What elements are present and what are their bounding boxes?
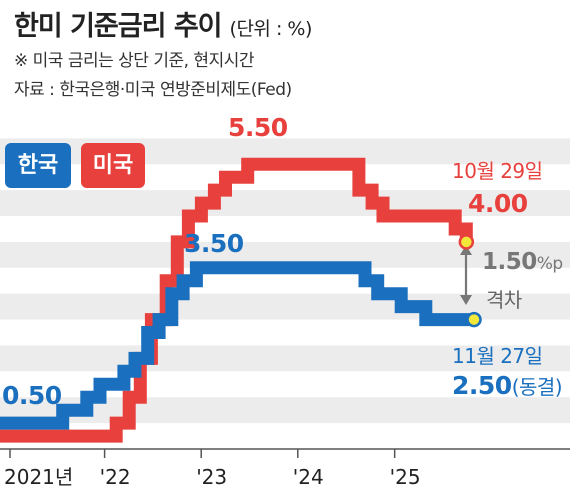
label-korea-latest-value: 2.50 — [452, 371, 512, 400]
legend-us-label: 미국 — [92, 153, 134, 178]
source-note: 자료 : 한국은행·미국 연방준비제도(Fed) — [14, 80, 292, 100]
label-gap-value: 1.50 — [482, 249, 537, 275]
label-us-peak: 5.50 — [228, 113, 288, 142]
gap-indicator — [460, 245, 472, 305]
background-band — [0, 293, 570, 320]
x-tick-label: 2021년 — [4, 465, 73, 489]
label-us-latest-date: 10월 29일 — [452, 159, 543, 183]
x-axis-ticks: 2021년 '22 '23 '24 '25 — [4, 449, 421, 489]
gap-arrow-head-up — [460, 245, 472, 255]
x-tick-label: '23 — [196, 465, 227, 489]
legend-us: 미국 — [81, 143, 145, 188]
unit-label: (단위 : %) — [229, 18, 313, 40]
chart-title-text: 한미 기준금리 추이 — [14, 11, 223, 42]
label-korea-latest: 2.50(동결) — [452, 371, 563, 400]
background-bands — [0, 138, 570, 424]
background-band — [0, 345, 570, 372]
series-line-korea — [0, 261, 474, 430]
label-korea-peak: 3.50 — [184, 229, 244, 258]
x-tick-label: '25 — [390, 465, 421, 489]
x-tick-label: '22 — [100, 465, 131, 489]
label-us-latest-value: 4.00 — [468, 189, 528, 218]
gap-arrow-head-down — [460, 295, 472, 305]
chart-title: 한미 기준금리 추이 (단위 : %) — [14, 4, 312, 43]
label-korea-latest-note: (동결) — [511, 375, 563, 399]
footnote: ※ 미국 금리는 상단 기준, 현지시간 — [14, 51, 255, 71]
label-gap: 1.50%p — [482, 249, 563, 275]
series-line-us — [0, 157, 473, 443]
legend-korea: 한국 — [5, 143, 71, 188]
background-band — [0, 190, 570, 217]
label-gap-unit: %p — [536, 254, 563, 274]
marker-korea-latest — [466, 311, 482, 328]
label-korea-latest-date: 11월 27일 — [452, 344, 543, 368]
label-gap-text: 격차 — [486, 288, 522, 312]
legend-korea-label: 한국 — [17, 153, 59, 178]
label-korea-start: 0.50 — [2, 381, 62, 410]
x-tick-label: '24 — [293, 465, 324, 489]
marker-us-latest — [458, 234, 475, 250]
